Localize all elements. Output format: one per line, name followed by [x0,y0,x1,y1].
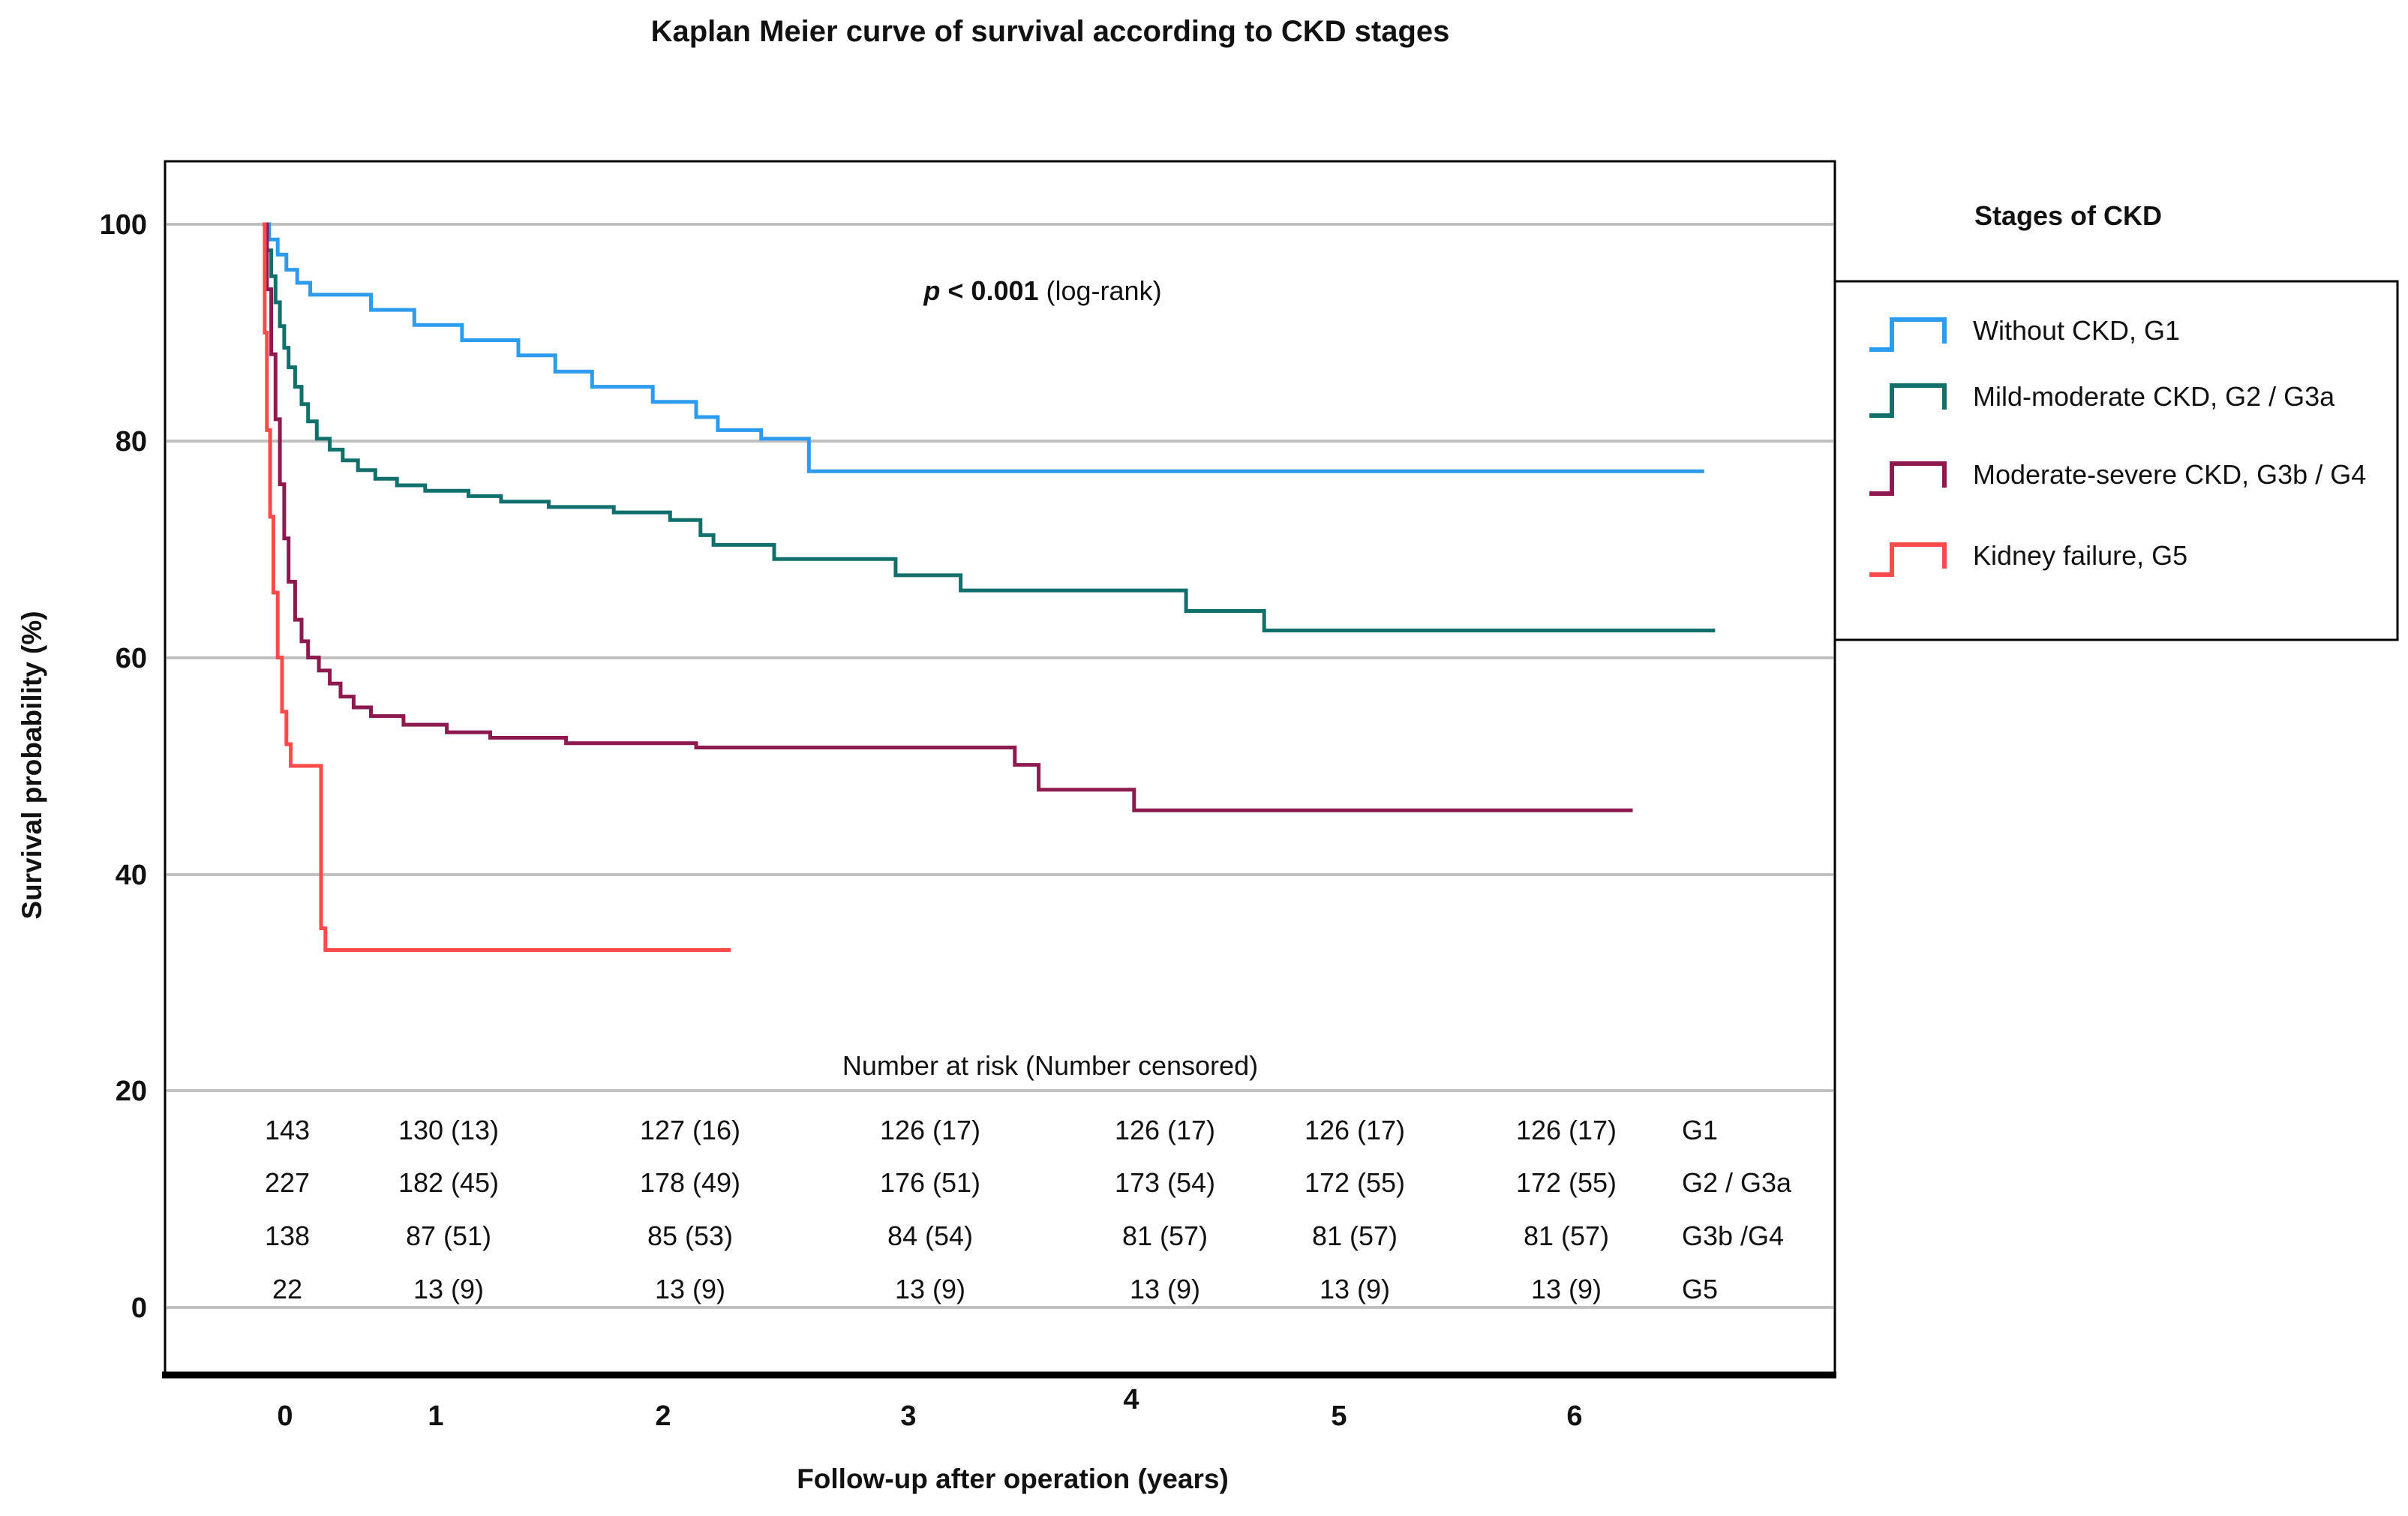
risk-row-label: G2 / G3a [1682,1167,1792,1198]
risk-cell: 126 (17) [880,1115,980,1145]
x-tick-1: 1 [428,1400,443,1432]
y-tick-80: 80 [116,426,147,458]
y-tick-100: 100 [100,209,147,241]
risk-cell: 227 [265,1167,310,1198]
risk-cell: 138 [265,1220,310,1251]
legend-label-g1: Without CKD, G1 [1973,315,2180,346]
p-symbol: p [923,275,940,306]
legend-key-g5 [1869,542,1947,577]
risk-cell: 22 [272,1274,302,1304]
risk-cell: 172 (55) [1516,1167,1617,1198]
y-tick-40: 40 [116,860,147,891]
risk-cell: 172 (55) [1305,1167,1405,1198]
x-tick-0: 0 [277,1400,293,1432]
risk-table-header: Number at risk (Number censored) [842,1050,1258,1081]
x-tick-2: 2 [655,1400,671,1432]
risk-cell: 126 (17) [1305,1115,1405,1145]
risk-row-label: G1 [1682,1115,1718,1145]
risk-row-label: G5 [1682,1274,1718,1304]
risk-cell: 81 (57) [1524,1220,1609,1251]
risk-cell: 178 (49) [640,1167,740,1198]
km-curve-g5 [263,222,731,952]
y-tick-labels: 100 80 60 40 20 0 [100,209,147,1324]
risk-cell: 130 (13) [398,1115,499,1145]
x-tick-4: 4 [1123,1384,1139,1415]
y-axis-label: Survival probability (%) [17,611,47,919]
km-curve-g3b [263,222,1633,812]
x-tick-3: 3 [900,1400,916,1432]
x-tick-labels: 0 1 2 3 4 5 6 [277,1384,1582,1432]
risk-row-label: G3b /G4 [1682,1220,1784,1251]
legend-key-g2 [1869,383,1947,418]
p-method: (log-rank) [1046,275,1162,306]
risk-cell: 13 (9) [1320,1274,1390,1304]
risk-cell: 13 (9) [1531,1274,1602,1304]
x-axis-label: Follow-up after operation (years) [797,1463,1229,1494]
risk-cell: 126 (17) [1516,1115,1617,1145]
risk-cell: 182 (45) [398,1167,499,1198]
km-curve-g1 [263,222,1704,473]
risk-cell: 81 (57) [1122,1220,1208,1251]
risk-cell: 87 (51) [406,1220,491,1251]
legend-key-g1 [1869,317,1947,352]
risk-cell: 126 (17) [1115,1115,1215,1145]
risk-cell: 84 (54) [887,1220,973,1251]
risk-cell: 13 (9) [413,1274,484,1304]
legend-label-g2: Mild-moderate CKD, G2 / G3a [1973,381,2335,412]
risk-cell: 127 (16) [640,1115,740,1145]
risk-cell: 176 (51) [880,1167,980,1198]
risk-cell: 81 (57) [1312,1220,1398,1251]
p-value-annotation: p < 0.001 (log-rank) [923,275,1161,306]
legend-label-g5: Kidney failure, G5 [1973,540,2187,571]
risk-cell: 143 [265,1115,310,1145]
legend-title: Stages of CKD [1974,200,2162,231]
figure-title: Kaplan Meier curve of survival according… [651,15,1450,48]
risk-cell: 173 (54) [1115,1167,1215,1198]
risk-table: 143 130 (13) 127 (16) 126 (17) 126 (17) 126 (… [265,1115,1792,1304]
km-curves [263,222,1716,952]
gridlines [167,223,1833,1309]
risk-cell: 13 (9) [895,1274,965,1304]
risk-cell: 13 (9) [655,1274,725,1304]
risk-cell: 13 (9) [1130,1274,1200,1304]
x-tick-6: 6 [1566,1400,1582,1432]
legend-label-g3b: Moderate-severe CKD, G3b / G4 [1973,459,2366,490]
y-tick-60: 60 [116,643,147,674]
km-curve-g2 [263,222,1716,632]
risk-cell: 85 (53) [647,1220,733,1251]
legend-key-g3b [1869,461,1947,496]
y-tick-20: 20 [116,1076,147,1107]
legend-keys [1869,317,1947,577]
p-comparison: < 0.001 [940,275,1046,306]
y-tick-0: 0 [131,1292,147,1324]
legend-labels: Without CKD, G1 Mild-moderate CKD, G2 / … [1973,315,2366,571]
x-tick-5: 5 [1331,1400,1347,1432]
legend-box [1833,280,2399,641]
